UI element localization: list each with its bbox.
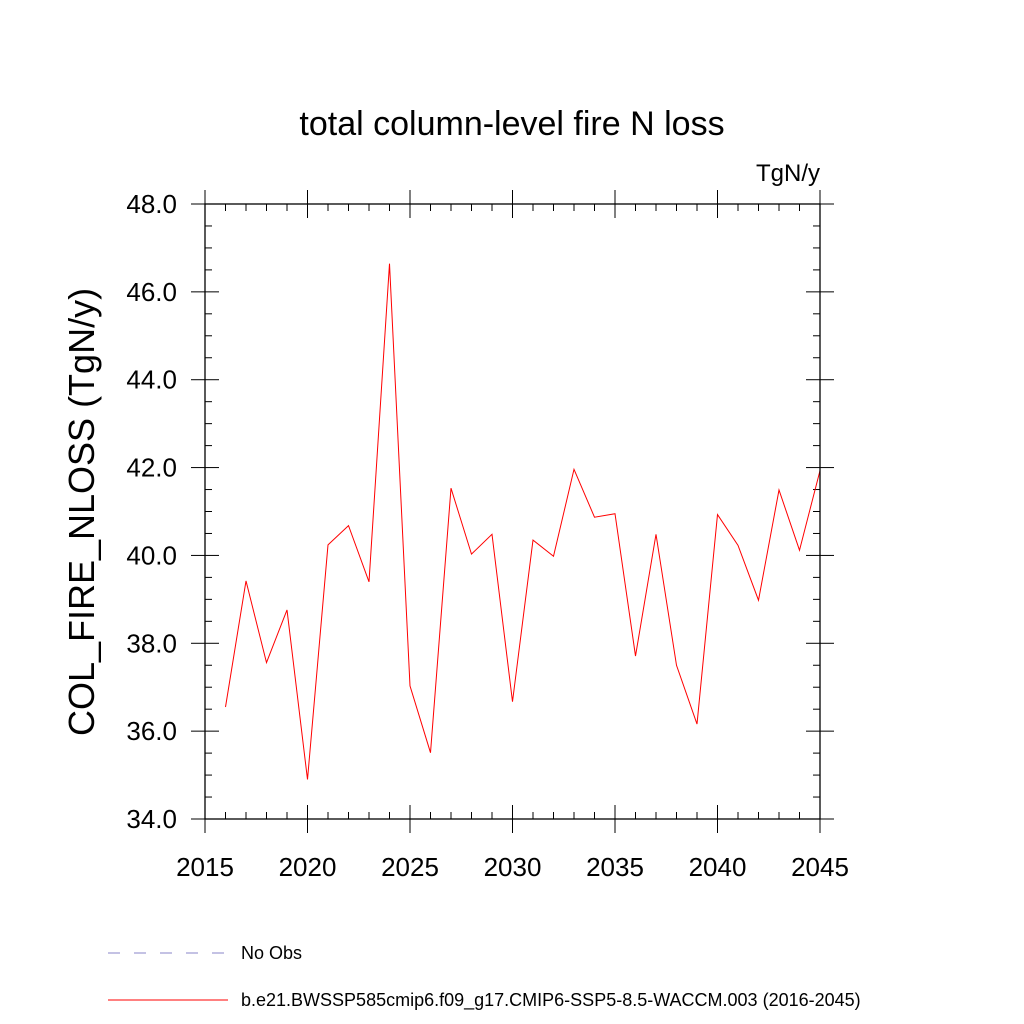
x-tick-label: 2045 — [791, 852, 849, 882]
plot-frame — [204, 203, 821, 820]
series-layer — [225, 263, 821, 780]
y-tick-label: 42.0 — [126, 453, 177, 483]
legend-label-no-obs: No Obs — [241, 943, 302, 963]
legend: No Obs b.e21.BWSSP585cmip6.f09_g17.CMIP6… — [108, 943, 861, 1011]
x-tick-label: 2025 — [381, 852, 439, 882]
x-tick-label: 2035 — [586, 852, 644, 882]
y-tick-label: 40.0 — [126, 540, 177, 570]
y-tick-label: 46.0 — [126, 277, 177, 307]
series-line — [225, 263, 821, 780]
y-tick-label: 48.0 — [126, 189, 177, 219]
x-tick-label: 2020 — [279, 852, 337, 882]
y-tick-label: 36.0 — [126, 716, 177, 746]
chart-title: total column-level fire N loss — [299, 105, 724, 143]
x-tick-label: 2030 — [484, 852, 542, 882]
y-tick-label: 38.0 — [126, 628, 177, 658]
axis-ticks — [191, 190, 834, 833]
tick-labels: 2015 2020 2025 2030 2035 2040 2045 34.0 36.0 38.0… — [126, 189, 849, 882]
y-tick-label: 34.0 — [126, 804, 177, 834]
x-tick-label: 2015 — [176, 852, 234, 882]
x-tick-label: 2040 — [689, 852, 747, 882]
y-tick-label: 44.0 — [126, 365, 177, 395]
y-axis-label: COL_FIRE_NLOSS (TgN/y) — [61, 288, 102, 736]
units-label: TgN/y — [756, 160, 820, 187]
legend-label-model-run: b.e21.BWSSP585cmip6.f09_g17.CMIP6-SSP5-8… — [241, 990, 861, 1011]
